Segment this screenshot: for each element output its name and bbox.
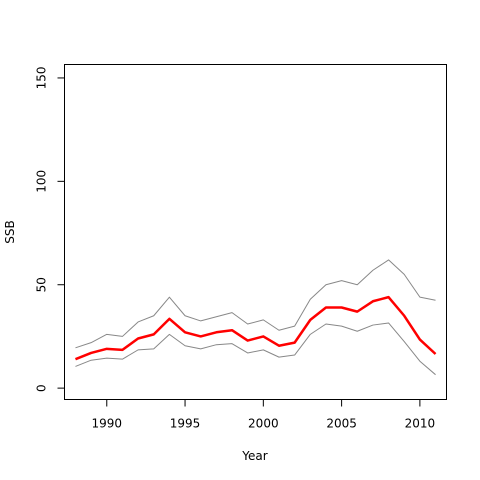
x-axis: 1990 1995 2000 2005 2010 [91,399,436,431]
x-axis-title: Year [241,449,267,463]
y-tick-label: 50 [35,277,49,292]
series-line-upper [75,259,436,349]
series-line-lower [75,322,436,376]
y-axis: 0 50 100 150 [35,66,65,392]
x-tick-label: 2010 [405,417,436,431]
x-tick-label: 1995 [170,417,201,431]
y-tick-label: 0 [35,384,49,392]
plot-frame [64,64,447,400]
series-line-estimate [74,295,437,361]
series-group [74,259,437,376]
x-tick-label: 2000 [248,417,279,431]
x-tick-label: 2005 [326,417,357,431]
y-tick-label: 100 [35,170,49,193]
y-tick-label: 150 [35,66,49,89]
y-axis-title: SSB [3,220,17,243]
x-tick-label: 1990 [91,417,122,431]
